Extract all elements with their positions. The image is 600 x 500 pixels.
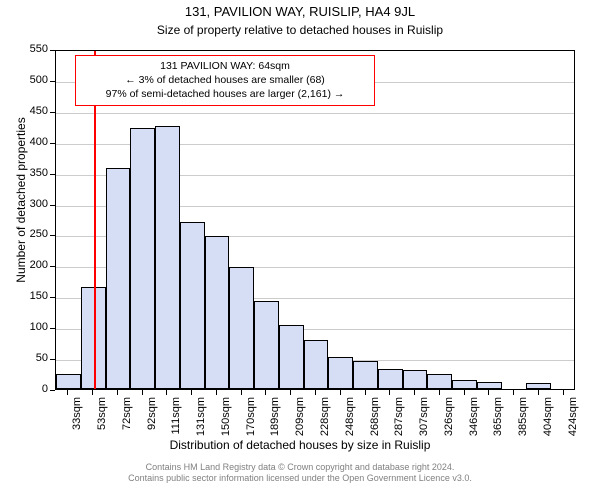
xtick-label: 131sqm	[196, 397, 207, 447]
histogram-bar	[130, 128, 155, 389]
ytick-label: 150	[20, 291, 48, 302]
ytick-mark	[50, 205, 55, 206]
xtick-mark	[315, 390, 316, 395]
ytick-mark	[50, 328, 55, 329]
ytick-mark	[50, 174, 55, 175]
xtick-label: 326sqm	[444, 397, 455, 447]
histogram-bar	[106, 168, 131, 389]
annotation-line3: 97% of semi-detached houses are larger (…	[106, 88, 345, 100]
histogram-bar	[155, 126, 180, 389]
ytick-mark	[50, 266, 55, 267]
chart-container: { "chart": { "type": "histogram", "title…	[0, 0, 600, 500]
xtick-mark	[513, 390, 514, 395]
xtick-label: 189sqm	[270, 397, 281, 447]
ytick-mark	[50, 112, 55, 113]
ytick-label: 550	[20, 44, 48, 55]
xtick-mark	[414, 390, 415, 395]
xtick-mark	[117, 390, 118, 395]
histogram-bar	[81, 287, 106, 389]
histogram-bar	[353, 361, 378, 389]
xtick-label: 307sqm	[419, 397, 430, 447]
histogram-bar	[279, 325, 304, 389]
xtick-mark	[265, 390, 266, 395]
ytick-label: 450	[20, 106, 48, 117]
ytick-mark	[50, 50, 55, 51]
ytick-mark	[50, 235, 55, 236]
xtick-mark	[241, 390, 242, 395]
ytick-label: 350	[20, 168, 48, 179]
ytick-label: 300	[20, 199, 48, 210]
histogram-bar	[229, 267, 254, 389]
histogram-bar	[180, 222, 205, 389]
ytick-label: 100	[20, 322, 48, 333]
xtick-mark	[365, 390, 366, 395]
histogram-bar	[526, 383, 551, 389]
xtick-mark	[166, 390, 167, 395]
xtick-mark	[389, 390, 390, 395]
xtick-mark	[488, 390, 489, 395]
histogram-bar	[378, 369, 403, 389]
histogram-bar	[254, 301, 279, 389]
footer-line1: Contains HM Land Registry data © Crown c…	[146, 462, 455, 472]
xtick-label: 404sqm	[543, 397, 554, 447]
xtick-label: 228sqm	[320, 397, 331, 447]
xtick-label: 53sqm	[97, 397, 108, 447]
chart-title-sub: Size of property relative to detached ho…	[0, 23, 600, 37]
chart-title-main: 131, PAVILION WAY, RUISLIP, HA4 9JL	[0, 4, 600, 19]
xtick-label: 287sqm	[394, 397, 405, 447]
annotation-box: 131 PAVILION WAY: 64sqm ← 3% of detached …	[75, 55, 375, 106]
histogram-bar	[452, 380, 477, 389]
ytick-mark	[50, 143, 55, 144]
gridline	[56, 113, 574, 114]
xtick-label: 209sqm	[295, 397, 306, 447]
ytick-mark	[50, 81, 55, 82]
annotation-line1: 131 PAVILION WAY: 64sqm	[160, 60, 290, 72]
footer-attribution: Contains HM Land Registry data © Crown c…	[0, 462, 600, 485]
histogram-bar	[205, 236, 230, 389]
histogram-bar	[477, 382, 502, 389]
xtick-mark	[563, 390, 564, 395]
ytick-label: 400	[20, 137, 48, 148]
ytick-label: 0	[20, 384, 48, 395]
xtick-label: 170sqm	[246, 397, 257, 447]
xtick-mark	[67, 390, 68, 395]
xtick-mark	[216, 390, 217, 395]
xtick-label: 346sqm	[469, 397, 480, 447]
xtick-mark	[92, 390, 93, 395]
histogram-bar	[56, 374, 81, 389]
xtick-mark	[538, 390, 539, 395]
ytick-label: 50	[20, 353, 48, 364]
xtick-mark	[340, 390, 341, 395]
xtick-label: 268sqm	[370, 397, 381, 447]
ytick-mark	[50, 390, 55, 391]
ytick-mark	[50, 359, 55, 360]
xtick-label: 424sqm	[568, 397, 579, 447]
xtick-label: 92sqm	[147, 397, 158, 447]
histogram-bar	[304, 340, 329, 389]
xtick-label: 365sqm	[493, 397, 504, 447]
xtick-mark	[464, 390, 465, 395]
ytick-label: 500	[20, 75, 48, 86]
ytick-label: 200	[20, 260, 48, 271]
xtick-mark	[191, 390, 192, 395]
xtick-mark	[439, 390, 440, 395]
footer-line2: Contains public sector information licen…	[128, 473, 472, 483]
ytick-mark	[50, 297, 55, 298]
xtick-label: 248sqm	[345, 397, 356, 447]
histogram-bar	[403, 370, 428, 389]
ytick-label: 250	[20, 229, 48, 240]
annotation-line2: ← 3% of detached houses are smaller (68)	[125, 74, 325, 86]
xtick-mark	[142, 390, 143, 395]
xtick-label: 111sqm	[171, 397, 182, 447]
xtick-mark	[290, 390, 291, 395]
histogram-bar	[427, 374, 452, 389]
xtick-label: 385sqm	[518, 397, 529, 447]
xtick-label: 72sqm	[122, 397, 133, 447]
histogram-bar	[328, 357, 353, 389]
xtick-label: 33sqm	[72, 397, 83, 447]
xtick-label: 150sqm	[221, 397, 232, 447]
